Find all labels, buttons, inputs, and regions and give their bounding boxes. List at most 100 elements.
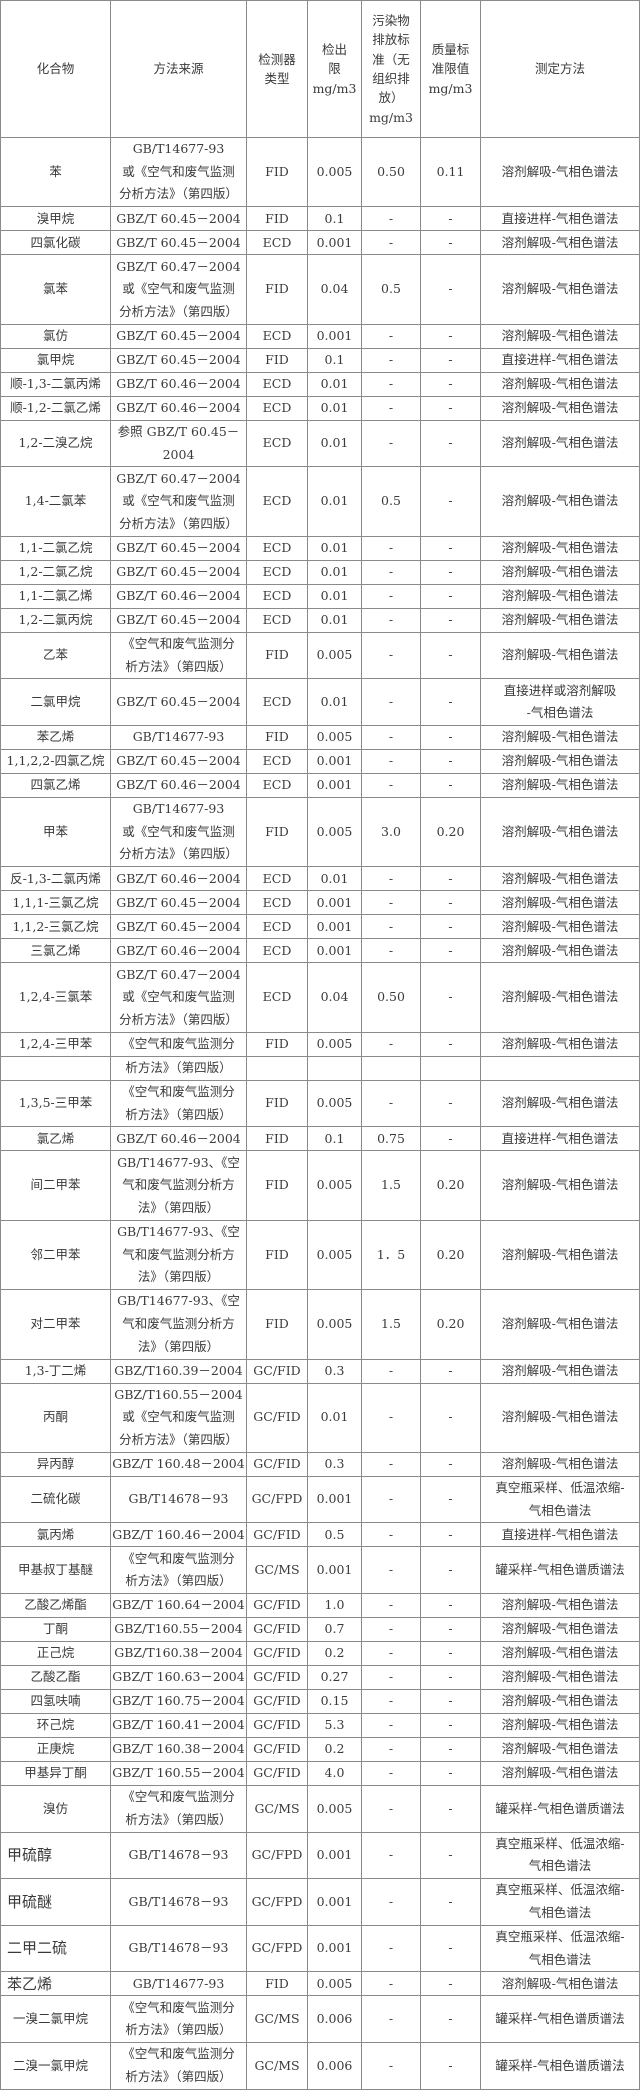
- determination-method-cell: 溶剂解吸-气相色谱法: [480, 1451, 640, 1477]
- detector-cell: FID: [246, 796, 308, 868]
- detection-limit-cell: 0.15: [307, 1689, 362, 1715]
- compound-cell: 反-1,3-二氯丙烯: [0, 866, 111, 892]
- detector-cell: GC/FID: [246, 1737, 308, 1763]
- detection-limit-cell: 0.005: [307, 1031, 362, 1057]
- compound-cell: 1,1-二氯乙烷: [0, 535, 111, 561]
- method-source-cell: GBZ/T 60.46－2004: [110, 938, 247, 964]
- table-row: 四氢呋喃 GBZ/T 160.75－2004 GC/FID 0.15- - 溶剂解吸-气相…: [0, 1689, 640, 1715]
- quality-standard-cell: -: [420, 323, 481, 349]
- detection-limit-cell: 0.1: [307, 1126, 362, 1152]
- determination-method-cell: 溶剂解吸-气相色谱法: [480, 371, 640, 397]
- compound-cell: 溴甲烷: [0, 206, 111, 232]
- emission-standard-cell: 0.50: [361, 136, 421, 208]
- detection-limit-cell: 0.01: [307, 466, 362, 537]
- detection-limit-cell: 1.0: [307, 1593, 362, 1619]
- detection-limit-cell: 0.005: [307, 1971, 362, 1997]
- table-row: 1,2,4-三甲苯 《空气和废气监测分 FID 0.005- - 溶剂解吸-气相色谱法: [0, 1031, 640, 1057]
- method-source-cell: GBZ/T 160.41－2004: [110, 1713, 247, 1739]
- table-row: 正己烷 GBZ/T160.38－2004 GC/FID 0.2- - 溶剂解吸-气相色谱法: [0, 1641, 640, 1667]
- detection-limit-cell: 0.001: [307, 1878, 362, 1926]
- table-row: 1,4-二氯苯 GBZ/T 60.47－2004 或《空气和废气监测 分析方法》（…: [0, 466, 640, 537]
- quality-standard-cell: -: [420, 866, 481, 892]
- detector-cell: ECD: [246, 772, 308, 798]
- detector-cell: ECD: [246, 559, 308, 585]
- compound-cell: [0, 1055, 111, 1081]
- determination-method-cell: 溶剂解吸-气相色谱法: [480, 1150, 640, 1221]
- detector-cell: ECD: [246, 583, 308, 609]
- determination-method-cell: 溶剂解吸-气相色谱法: [480, 938, 640, 964]
- table-row: 反-1,3-二氯丙烯 GBZ/T 60.46－2004 ECD 0.01- - 溶剂解吸-…: [0, 866, 640, 892]
- detector-cell: GC/FID: [246, 1358, 308, 1384]
- detector-cell: GC/FID: [246, 1382, 308, 1453]
- quality-standard-cell: -: [420, 1737, 481, 1763]
- detection-limit-cell: 0.2: [307, 1737, 362, 1763]
- detection-limit-cell: 0.006: [307, 1995, 362, 2044]
- emission-standard-cell: -: [361, 419, 421, 468]
- method-source-cell: 《空气和废气监测分 析方法》（第四版）: [110, 1546, 247, 1595]
- compound-cell: 间二甲苯: [0, 1150, 111, 1221]
- quality-standard-cell: -: [420, 678, 481, 726]
- emission-standard-cell: -: [361, 371, 421, 397]
- detection-limit-cell: 0.005: [307, 631, 362, 680]
- determination-method-cell: 溶剂解吸-气相色谱法: [480, 535, 640, 561]
- compound-cell: 二硫化碳: [0, 1475, 111, 1524]
- determination-method-cell: 溶剂解吸-气相色谱法: [480, 1593, 640, 1619]
- quality-standard-cell: -: [420, 1522, 481, 1548]
- quality-standard-cell: -: [420, 466, 481, 537]
- determination-method-cell: 溶剂解吸-气相色谱法: [480, 1641, 640, 1667]
- emission-standard-cell: -: [361, 678, 421, 726]
- compound-cell: 甲苯: [0, 796, 111, 868]
- compound-cell: 正己烷: [0, 1641, 111, 1667]
- detector-cell: ECD: [246, 678, 308, 726]
- table-row: 二氯甲烷 GBZ/T 60.45－2004 ECD 0.01- - 直接进样或溶剂解吸 -…: [0, 678, 640, 726]
- detector-cell: GC/FPD: [246, 1878, 308, 1926]
- quality-standard-cell: -: [420, 347, 481, 373]
- quality-standard-cell: -: [420, 1126, 481, 1152]
- method-source-cell: GBZ/T 60.45－2004: [110, 535, 247, 561]
- table-row: 1,1,1-三氯乙烷 GBZ/T 60.45－2004 ECD 0.001- - 溶剂解吸…: [0, 890, 640, 916]
- method-source-cell: GBZ/T 60.45－2004: [110, 206, 247, 232]
- emission-standard-cell: -: [361, 607, 421, 633]
- detection-limit-cell: 0.01: [307, 607, 362, 633]
- method-source-cell: GBZ/T160.55－2004: [110, 1617, 247, 1643]
- determination-method-cell: 溶剂解吸-气相色谱法: [480, 962, 640, 1033]
- method-source-cell: GBZ/T 60.45－2004: [110, 607, 247, 633]
- quality-standard-cell: -: [420, 559, 481, 585]
- method-source-cell: GBZ/T160.38－2004: [110, 1641, 247, 1667]
- header-method-source: 方法来源: [110, 0, 247, 138]
- determination-method-cell: 溶剂解吸-气相色谱法: [480, 1617, 640, 1643]
- header-detection-limit: 检出 限 mg/m3: [307, 0, 362, 138]
- table-row: 甲基叔丁基醚 《空气和废气监测分 析方法》（第四版） GC/MS 0.001- - 罐采样…: [0, 1546, 640, 1595]
- table-row: 苯 GB/T14677-93 或《空气和废气监测 分析方法》（第四版） FID 0.0…: [0, 136, 640, 208]
- compound-cell: 甲硫醚: [0, 1878, 111, 1926]
- detector-cell: ECD: [246, 962, 308, 1033]
- table-row: 1,2-二氯丙烷 GBZ/T 60.45－2004 ECD 0.01- - 溶剂解吸-气相…: [0, 607, 640, 633]
- determination-method-cell: 溶剂解吸-气相色谱法: [480, 631, 640, 680]
- method-source-cell: GBZ/T 60.46－2004: [110, 583, 247, 609]
- emission-standard-cell: -: [361, 631, 421, 680]
- compound-cell: 1,3-丁二烯: [0, 1358, 111, 1384]
- emission-standard-cell: -: [361, 1737, 421, 1763]
- detector-cell: GC/FID: [246, 1641, 308, 1667]
- emission-standard-cell: [361, 1055, 421, 1081]
- table-body: 苯 GB/T14677-93 或《空气和废气监测 分析方法》（第四版） FID 0.0…: [0, 136, 640, 2090]
- header-determination-method: 测定方法: [480, 0, 640, 138]
- emission-standard-cell: -: [361, 559, 421, 585]
- compound-cell: 环己烷: [0, 1713, 111, 1739]
- detector-cell: ECD: [246, 230, 308, 256]
- detector-cell: GC/MS: [246, 1785, 308, 1833]
- compound-cell: 1,1,2-三氯乙烷: [0, 914, 111, 940]
- detection-limit-cell: 0.1: [307, 347, 362, 373]
- determination-method-cell: 真空瓶采样、低温浓缩- 气相色谱法: [480, 1475, 640, 1524]
- determination-method-cell: 溶剂解吸-气相色谱法: [480, 254, 640, 325]
- table-row: 氯乙烯 GBZ/T 60.46－2004 FID 0.1 0.75- 直接进样-气相色谱法: [0, 1126, 640, 1152]
- compound-cell: 苯: [0, 136, 111, 208]
- detection-limit-cell: 0.005: [307, 1150, 362, 1221]
- method-source-cell: GBZ/T 60.45－2004: [110, 678, 247, 726]
- method-source-cell: GBZ/T160.55－2004 或《空气和废气监测 分析方法》（第四版）: [110, 1382, 247, 1453]
- quality-standard-cell: 0.20: [420, 1219, 481, 1291]
- detection-limit-cell: 0.005: [307, 136, 362, 208]
- determination-method-cell: 溶剂解吸-气相色谱法: [480, 1665, 640, 1691]
- determination-method-cell: 溶剂解吸-气相色谱法: [480, 559, 640, 585]
- compound-cell: 四氯化碳: [0, 230, 111, 256]
